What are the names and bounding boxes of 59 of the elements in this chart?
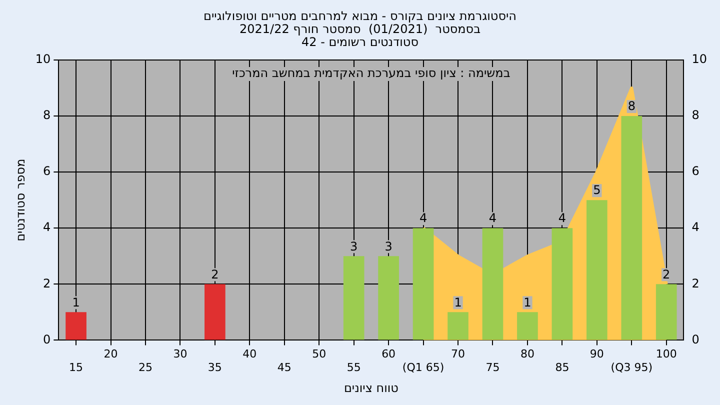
y-tick-label: 6 — [43, 164, 51, 178]
y-tick-label: 2 — [43, 276, 51, 290]
x-tick-label: 35 — [208, 360, 222, 374]
y-tick-label: 8 — [43, 108, 51, 122]
y2-tick-label: 2 — [692, 276, 700, 290]
x-tick-label: 45 — [277, 360, 292, 374]
x-tick-label: 90 — [590, 348, 604, 361]
bar — [204, 284, 226, 340]
data-label: 1 — [454, 295, 462, 310]
x-tick-label: 50 — [312, 348, 326, 361]
data-label: 3 — [350, 239, 358, 254]
y2-tick-label: 10 — [692, 52, 708, 66]
data-label: 2 — [211, 267, 219, 282]
data-label: 1 — [72, 295, 80, 310]
y-tick-label: 10 — [35, 52, 51, 66]
bar — [621, 116, 642, 340]
y2-tick-label: 4 — [692, 220, 700, 234]
x-tick-label: 30 — [173, 348, 188, 361]
x-tick-label: 75 — [486, 360, 500, 374]
bar — [586, 200, 608, 340]
x-tick-label: (Q3 95) — [610, 360, 653, 374]
x-axis-title: טווח ציונים — [344, 380, 399, 395]
bar — [66, 312, 86, 340]
annotation: במשימה : ציון סופי במערכת האקדמית במחשב המרכזי — [232, 66, 510, 80]
x-tick-label: (Q1 65) — [402, 360, 444, 374]
bar — [448, 312, 468, 340]
data-label: 5 — [593, 183, 601, 198]
x-tick-label: 60 — [382, 348, 396, 361]
data-label: 4 — [488, 211, 497, 226]
y2-tick-label: 6 — [692, 164, 700, 178]
data-label: 4 — [558, 211, 566, 226]
x-tick-label: 55 — [346, 360, 361, 374]
data-label: 8 — [628, 99, 636, 114]
x-tick-label: 70 — [451, 348, 466, 361]
bar — [378, 256, 399, 340]
data-label: 2 — [662, 267, 670, 282]
x-tick-label: 85 — [555, 360, 570, 374]
x-tick-label: 40 — [242, 348, 257, 361]
y-tick-label: 0 — [43, 332, 51, 346]
x-tick-label: 25 — [138, 360, 152, 374]
x-tick-label: 80 — [520, 348, 534, 361]
bar — [343, 256, 364, 340]
x-tick-label: 20 — [104, 348, 118, 361]
y-axis-title: מספר סטודנטים — [13, 158, 28, 242]
bar — [482, 228, 504, 340]
y2-tick-label: 8 — [692, 108, 700, 122]
bar — [412, 228, 434, 340]
bar — [552, 228, 573, 340]
bar — [656, 284, 677, 340]
chart-title: היסטוגרמת ציונים בקורס - מבוא למרחבים מטריים וטופולוגיים — [204, 9, 516, 24]
y2-tick-label: 0 — [692, 332, 700, 346]
data-label: 4 — [419, 211, 428, 226]
bar — [517, 312, 538, 340]
chart-subtitle: בסמסטר (01/2021) סמסטר חורף 2021/22 סטודנטים רשומים - 42 — [239, 22, 481, 50]
x-tick-label: 15 — [69, 360, 84, 374]
x-tick-label: 100 — [656, 348, 677, 361]
data-label: 1 — [524, 295, 532, 310]
y-tick-label: 4 — [43, 220, 51, 234]
data-label: 3 — [384, 239, 392, 254]
